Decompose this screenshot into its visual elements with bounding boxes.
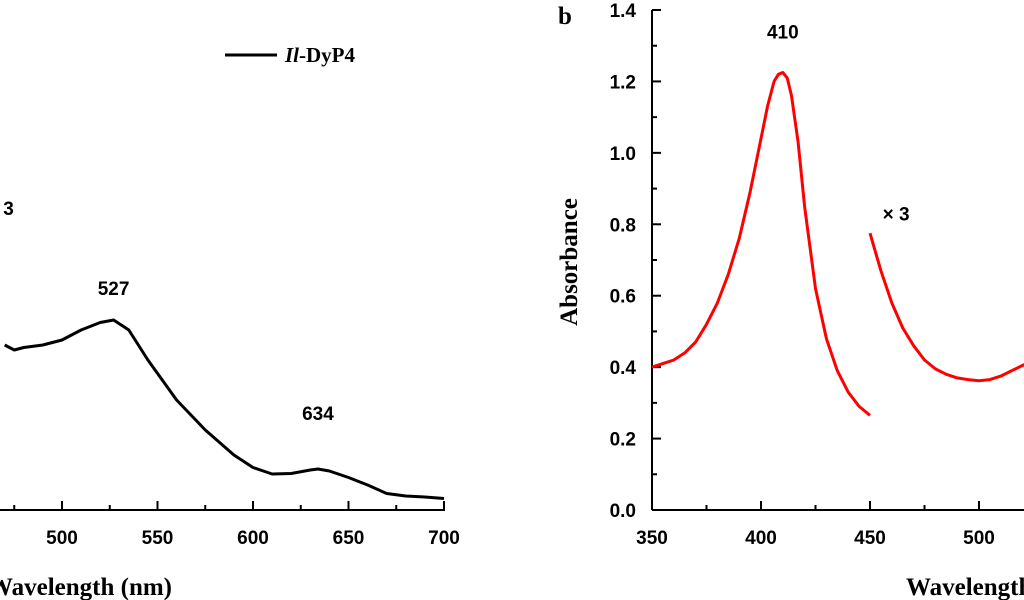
panel-b-series-q-band-line [868, 232, 1024, 383]
panel-a-x-tick-label: 600 [237, 528, 269, 549]
panel-b-x-axis-title: Wavelength (nm) [906, 574, 1024, 600]
legend-label: Il-DyP4 [284, 43, 356, 67]
panel-a-legend: Il-DyP4 [225, 43, 356, 67]
panel-a-x-tick-label: 650 [333, 528, 365, 549]
panel-b-series-soret-line [651, 71, 871, 417]
panel-b-y-tick-label: 1.2 [610, 72, 636, 93]
panel-b-peak-label: 410 [767, 23, 799, 44]
panel-a-x-axis-title: Wavelength (nm) [0, 574, 172, 600]
panel-b-x-tick-label: 400 [745, 528, 777, 549]
panel-a-x-ticks [13, 501, 445, 510]
panel-a-series-line [4, 318, 445, 500]
panel-b-x-tick-label: 450 [854, 528, 886, 549]
panel-b-y-axis-title: Absorbance [556, 198, 583, 326]
panel-b-y-tick-label: 1.0 [610, 144, 636, 165]
legend-label-italic: Il [284, 43, 299, 67]
panel-b-peak-label: × 3 [883, 205, 910, 226]
panel-b-chart: b 0.00.20.40.60.81.01.21.4 3504004505005… [556, 1, 1024, 600]
panel-a-x-tick-label: 700 [428, 528, 460, 549]
panel-b-label: b [558, 3, 572, 30]
panel-a-x-tick-labels: 500 550 600 650 700 [46, 528, 460, 549]
panel-a-peak-label: 527 [98, 279, 130, 300]
panel-a-annotations: 3 527 634 [3, 199, 334, 425]
panel-b-y-ticks [652, 9, 661, 511]
panel-a-x-tick-label: 550 [142, 528, 174, 549]
panel-b-y-tick-label: 0.0 [610, 501, 636, 522]
panel-b-x-tick-labels: 350400450500550 [636, 528, 995, 549]
panel-b-x-ticks [651, 501, 980, 510]
panel-a-peak-label: 634 [302, 404, 334, 425]
panel-b-x-tick-label: 350 [636, 528, 668, 549]
legend-label-rest: -DyP4 [299, 43, 355, 67]
panel-b-y-tick-label: 0.8 [610, 215, 636, 236]
panel-a-x-tick-label: 500 [46, 528, 78, 549]
panel-b-y-tick-label: 1.4 [610, 1, 637, 22]
panel-b-y-tick-label: 0.2 [610, 430, 636, 451]
panel-b-y-tick-label: 0.4 [610, 358, 637, 379]
panel-a-peak-label: 3 [3, 199, 14, 220]
panel-b-x-tick-label: 500 [963, 528, 995, 549]
panel-b-annotations: 410× 3533 [767, 23, 910, 226]
panel-b-y-tick-label: 0.6 [610, 287, 636, 308]
panel-b-y-tick-labels: 0.0 0.2 0.4 0.6 0.8 1.0 1.2 1.4 [610, 1, 637, 522]
